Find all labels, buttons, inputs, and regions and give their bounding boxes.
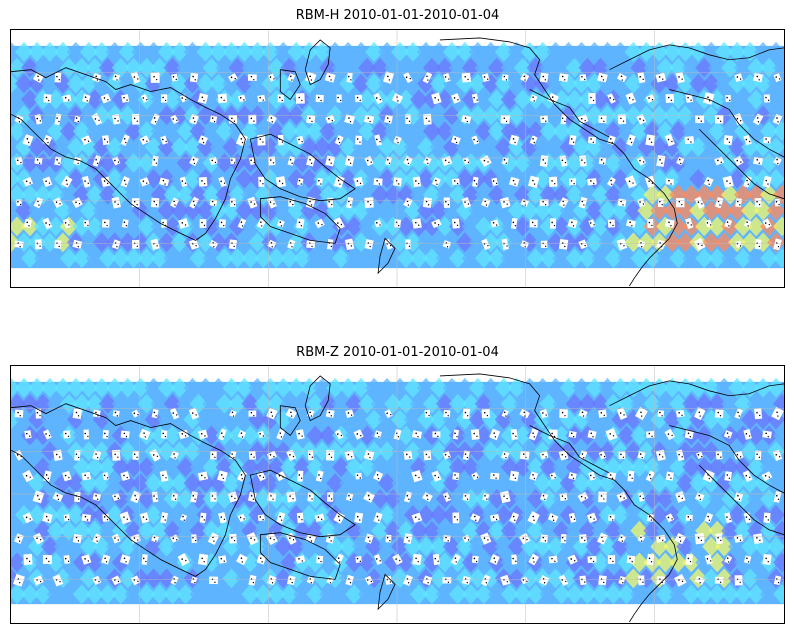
map-panel-top — [10, 29, 785, 288]
map-canvas-top — [11, 30, 784, 287]
map-canvas-bottom — [11, 366, 784, 623]
coastlines — [11, 373, 784, 623]
panel-top-title: RBM-H 2010-01-01-2010-01-04 — [295, 8, 500, 23]
graticule — [11, 30, 784, 287]
data-swath — [11, 41, 784, 269]
footprint-markers — [14, 71, 783, 251]
coastlines — [11, 37, 784, 287]
panel-bottom-title: RBM-Z 2010-01-01-2010-01-04 — [296, 345, 499, 360]
map-panel-bottom — [10, 365, 785, 624]
data-swath — [11, 377, 784, 605]
graticule — [11, 366, 784, 623]
